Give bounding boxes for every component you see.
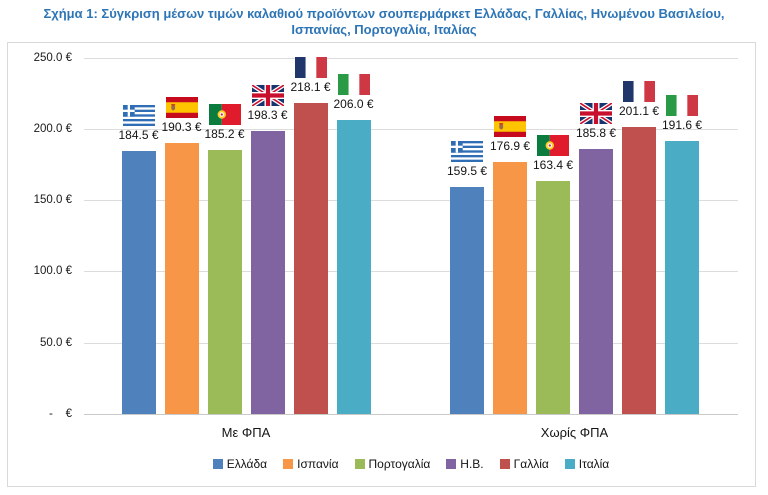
figure-title-line2: Ισπανίας, Πορτογαλία, Ιταλίας: [291, 22, 477, 37]
bar-portugal-with-vat: [207, 150, 242, 414]
chart-area: - € 50.0 € 100.0 € 150.0 € 200.0 € 250.0 € 184…: [7, 42, 756, 487]
gridline-100: [84, 271, 738, 273]
legend-marker-greece: [212, 459, 223, 469]
legend-marker-spain: [283, 459, 294, 469]
legend-label-spain: Ισπανία: [297, 457, 339, 471]
legend-marker-portugal: [354, 459, 365, 469]
legend-item-italy: Ιταλία: [564, 457, 610, 471]
bar-italy-without-vat: [665, 140, 699, 414]
bar-italy-with-vat: [336, 120, 371, 414]
bar-france-without-vat: [622, 127, 656, 414]
greece-flag-icon: [122, 105, 155, 126]
legend-label-italy: Ιταλία: [578, 457, 610, 471]
value-label-uk-with-vat: 198.3 €: [247, 108, 288, 123]
bar-portugal-without-vat: [536, 181, 570, 414]
legend-label-france: Γαλλία: [513, 457, 549, 471]
bar-uk-with-vat: [250, 131, 285, 414]
legend-label-uk: Η.Β.: [460, 457, 484, 471]
value-label-greece-without-vat: 159.5 €: [446, 163, 488, 178]
bar-uk-without-vat: [579, 149, 613, 414]
gridline-150: [84, 200, 738, 202]
gridline-200: [84, 128, 738, 130]
y-axis-tick-label: 200.0 €: [33, 122, 72, 135]
gridline-0: [84, 414, 738, 415]
category-label-with-vat: Με ΦΠΑ: [221, 425, 271, 440]
spain-flag-icon: [165, 96, 198, 118]
gridline-50: [84, 342, 738, 344]
value-label-france-without-vat: 201.1 €: [618, 104, 660, 119]
italy-flag-icon: [337, 74, 370, 96]
value-label-spain-with-vat: 190.3 €: [161, 119, 202, 134]
category-label-without-vat: Χωρίς ΦΠΑ: [540, 425, 609, 440]
figure-title: Σχήμα 1: Σύγκριση μέσων τιμών καλαθιού π…: [0, 6, 768, 38]
bar-greece-with-vat: [121, 151, 156, 414]
legend-marker-italy: [564, 459, 575, 469]
legend-label-greece: Ελλάδα: [226, 457, 268, 471]
italy-flag-icon: [666, 94, 698, 116]
bar-greece-without-vat: [450, 186, 484, 414]
value-label-italy-with-vat: 206.0 €: [333, 97, 374, 112]
gridline-250: [84, 57, 738, 59]
y-axis-tick-label: 250.0 €: [33, 51, 72, 64]
y-axis-tick-label: 100.0 €: [33, 265, 72, 278]
legend-label-portugal: Πορτογαλία: [368, 457, 431, 471]
value-label-uk-without-vat: 185.8 €: [575, 126, 617, 141]
value-label-spain-without-vat: 176.9 €: [489, 138, 531, 153]
y-axis-tick-label: - €: [48, 408, 72, 420]
greece-flag-icon: [451, 140, 483, 162]
y-axis-tick-label: 50.0 €: [40, 336, 72, 349]
legend-item-france: Γαλλία: [499, 457, 549, 471]
value-label-portugal-with-vat: 185.2 €: [204, 127, 245, 141]
bar-spain-with-vat: [164, 142, 199, 414]
uk-flag-icon: [251, 85, 284, 107]
value-label-portugal-without-vat: 163.4 €: [532, 158, 574, 173]
portugal-flag-icon: [208, 104, 241, 125]
chart-legend: Ελλάδα Ισπανία Πορτογαλία Η.Β. Γαλλία Ιταλία: [84, 457, 738, 471]
france-flag-icon: [294, 57, 327, 79]
france-flag-icon: [623, 81, 655, 103]
legend-item-greece: Ελλάδα: [212, 457, 268, 471]
legend-marker-france: [499, 459, 510, 469]
value-label-france-with-vat: 218.1 €: [290, 80, 331, 95]
value-label-italy-without-vat: 191.6 €: [661, 117, 703, 132]
y-axis-tick-label: 150.0 €: [33, 194, 72, 207]
uk-flag-icon: [580, 103, 612, 125]
legend-item-spain: Ισπανία: [283, 457, 339, 471]
legend-marker-uk: [446, 459, 457, 469]
spain-flag-icon: [494, 115, 526, 137]
bar-spain-without-vat: [493, 161, 527, 414]
bar-france-with-vat: [293, 103, 328, 414]
value-label-greece-with-vat: 184.5 €: [118, 128, 159, 142]
portugal-flag-icon: [537, 135, 569, 157]
legend-item-uk: Η.Β.: [446, 457, 484, 471]
figure-title-line1: Σχήμα 1: Σύγκριση μέσων τιμών καλαθιού π…: [43, 6, 725, 21]
legend-item-portugal: Πορτογαλία: [354, 457, 431, 471]
